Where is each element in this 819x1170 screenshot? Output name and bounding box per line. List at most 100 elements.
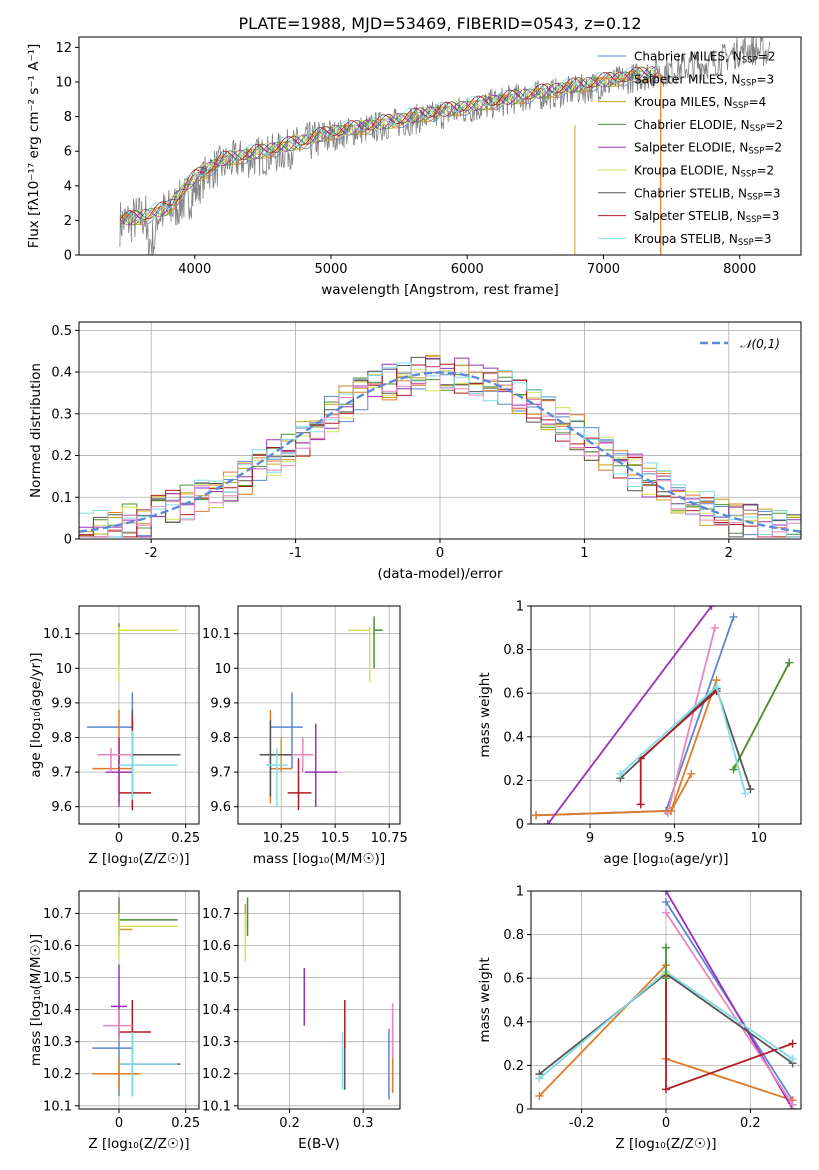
legend-value: =3	[762, 209, 780, 223]
model-spectrum-line	[119, 64, 659, 221]
weight-marker	[662, 908, 670, 917]
y-tick-label: 10.1	[202, 1099, 231, 1114]
y-tick-label: 1	[516, 600, 524, 615]
errorbar-point	[105, 737, 133, 807]
errorbar-point	[373, 616, 383, 669]
panel-mass-vs-EBV: 0.2 0.3 10.1 10.2 10.3 10.4 10.5 10.6 10.7 E(B-V)	[202, 890, 401, 1152]
model-spectrum-line	[119, 70, 659, 229]
legend-subscript: SSP	[741, 170, 757, 180]
errorbar-point	[119, 1000, 151, 1049]
y-tick-label: 10.5	[43, 971, 72, 986]
axes-frame	[78, 321, 802, 540]
y-tick-label: 10.3	[43, 1035, 72, 1050]
x-tick-label: 0.2	[279, 1116, 300, 1131]
y-axis-label: mass weight	[477, 672, 493, 757]
errorbar-point	[292, 737, 314, 773]
y-axis-label: mass [log₁₀(M/M☉)]	[28, 934, 44, 1066]
y-tick-label: 10.1	[43, 627, 72, 642]
weight-marker	[535, 1074, 544, 1083]
y-tick-label: 4	[64, 179, 72, 194]
x-axis-label: age [log₁₀(age/yr)]	[603, 851, 728, 867]
panel-weight-vs-age: 9 9.5 10 0 0.2 0.4 0.6 0.8 1 age [log₁₀(age/yr)] m…	[477, 600, 802, 867]
y-tick-label: 9.6	[51, 800, 72, 815]
legend-label: Kroupa MILES, NSSP=4	[634, 95, 766, 111]
panel-mass-vs-Z: 0 0.25 10.1 10.2 10.3 10.4 10.5 10.6 10.7 Z [log₁…	[28, 890, 200, 1152]
legend-label: Chabrier ELODIE, NSSP=2	[634, 118, 783, 134]
y-tick-label: 0.4	[503, 1015, 524, 1030]
x-tick-label: 9	[586, 831, 594, 846]
y-tick-label: 6	[64, 145, 72, 160]
plot-area	[532, 606, 794, 824]
x-tick-label: 6000	[451, 262, 484, 277]
axes-frame	[530, 605, 802, 825]
errorbar-point	[118, 913, 178, 959]
errorbar-point	[103, 1009, 133, 1042]
weight-marker	[667, 806, 676, 815]
plot-area	[259, 616, 383, 811]
x-axis-label: Z [log₁₀(Z/Z☉)]	[615, 1136, 716, 1152]
weight-marker	[707, 606, 716, 610]
plot-area	[79, 355, 801, 539]
weight-line	[536, 679, 718, 817]
y-tick-label: 10	[55, 662, 72, 677]
weight-marker	[662, 943, 670, 952]
y-tick-label: 0.5	[51, 324, 72, 339]
errorbar-point	[92, 709, 133, 804]
x-axis-label: Z [log₁₀(Z/Z☉)]	[88, 1136, 189, 1152]
weight-line	[670, 773, 693, 812]
weight-line	[666, 627, 716, 814]
weight-marker	[712, 682, 721, 691]
legend-value: =2	[756, 164, 774, 178]
weight-marker	[662, 891, 670, 895]
legend-value: =2	[758, 50, 776, 64]
y-tick-label: 10.7	[202, 907, 231, 922]
weight-marker	[616, 769, 625, 778]
legend-label: Chabrier MILES, NSSP=2	[634, 50, 775, 66]
errorbar-point	[304, 723, 338, 807]
legend: Chabrier MILES, NSSP=2 Salpeter MILES, NS…	[598, 50, 783, 248]
axes-frame	[237, 605, 401, 825]
legend-subscript: SSP	[741, 78, 757, 88]
x-tick-label: 0	[662, 1116, 670, 1131]
y-tick-label: 9.9	[51, 696, 72, 711]
x-axis-label: (data-model)/error	[377, 566, 503, 582]
legend-label: Kroupa ELODIE, NSSP=2	[634, 164, 774, 180]
x-tick-label: 0	[436, 546, 444, 561]
x-tick-label: 10.25	[263, 831, 300, 846]
y-tick-label: 10.4	[202, 1003, 231, 1018]
legend-value: =2	[766, 118, 784, 132]
y-tick-label: 10	[55, 75, 72, 90]
legend-subscript: SSP	[742, 56, 758, 66]
axes-frame	[530, 890, 802, 1110]
y-tick-label: 0.6	[503, 687, 524, 702]
weight-line	[547, 606, 713, 824]
y-tick-label: 0.2	[503, 1059, 524, 1074]
y-tick-label: 10.2	[43, 1067, 72, 1082]
y-tick-label: 9.8	[51, 731, 72, 746]
weight-line	[665, 912, 794, 1106]
weight-line	[732, 662, 790, 770]
plot-area	[87, 623, 181, 811]
legend-label: Kroupa STELIB, NSSP=3	[634, 232, 772, 248]
y-tick-label: 0	[64, 249, 72, 264]
y-tick-label: 0.4	[503, 730, 524, 745]
panel-spectrum: 4000 5000 6000 7000 8000 0 2 4 6 8 10 12 wavelength …	[26, 36, 802, 298]
y-tick-label: 0	[64, 533, 72, 548]
weight-marker	[687, 769, 696, 778]
gaussian-curve	[79, 371, 801, 533]
y-tick-label: 0.2	[51, 449, 72, 464]
y-tick-label: 10.6	[43, 939, 72, 954]
y-tick-label: 9.7	[51, 766, 72, 781]
y-tick-label: 8	[64, 110, 72, 125]
axes-frame	[78, 36, 802, 256]
errorbar-point	[119, 730, 178, 800]
legend-label: Salpeter ELODIE, NSSP=2	[634, 141, 782, 157]
x-tick-label: -2	[145, 546, 158, 561]
legend-subscript: SSP	[750, 124, 766, 134]
weight-line	[665, 976, 793, 1091]
weight-marker	[729, 765, 738, 774]
x-tick-label: 1	[580, 546, 588, 561]
y-tick-label: 10.3	[202, 1035, 231, 1050]
y-tick-label: 10.4	[43, 1003, 72, 1018]
weight-marker	[532, 811, 541, 820]
